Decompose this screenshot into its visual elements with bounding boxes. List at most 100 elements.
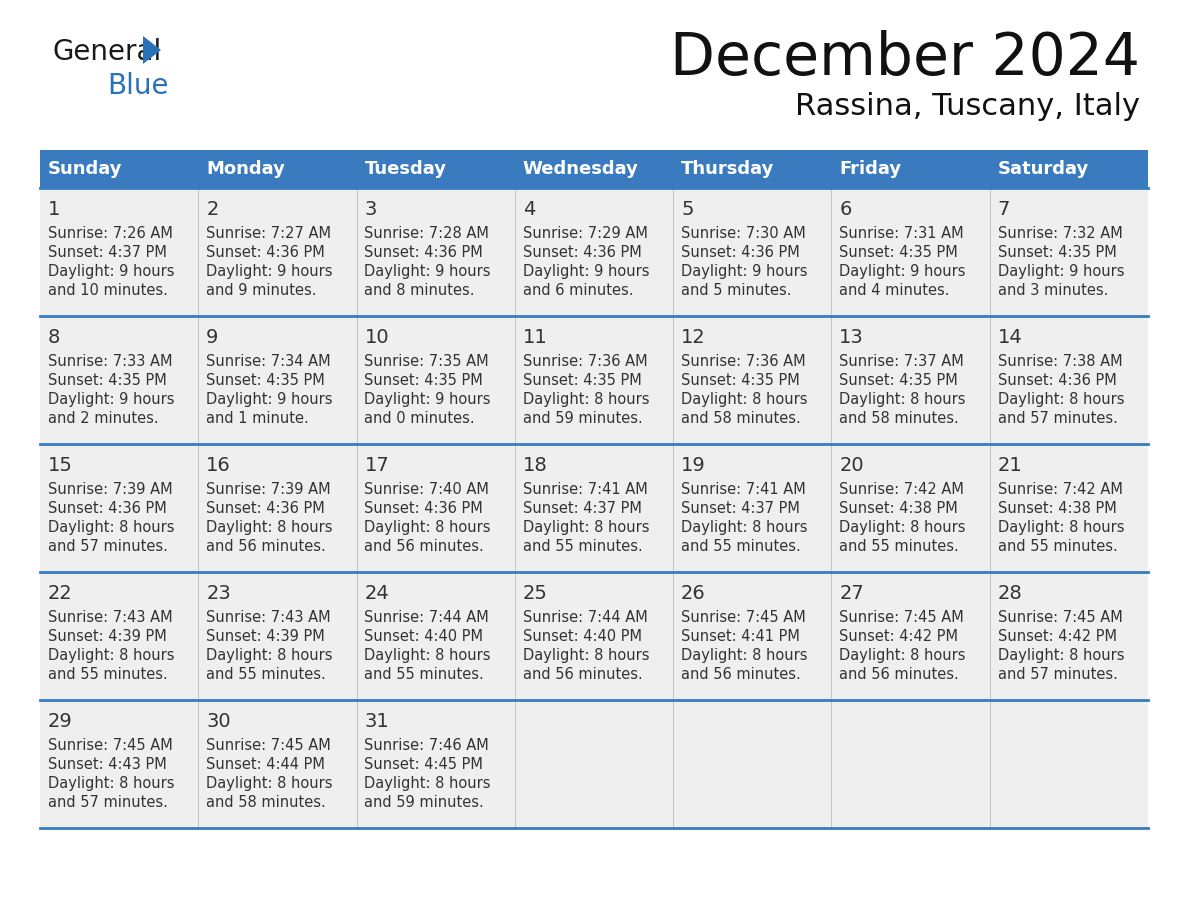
Text: General: General [52,38,162,66]
Text: and 58 minutes.: and 58 minutes. [681,411,801,426]
Text: Rassina, Tuscany, Italy: Rassina, Tuscany, Italy [795,92,1140,121]
Text: and 56 minutes.: and 56 minutes. [840,667,959,682]
Text: Sunset: 4:38 PM: Sunset: 4:38 PM [840,501,958,516]
Text: Daylight: 9 hours: Daylight: 9 hours [998,264,1124,279]
Text: Sunset: 4:37 PM: Sunset: 4:37 PM [681,501,800,516]
Text: 18: 18 [523,456,548,475]
Text: Sunrise: 7:42 AM: Sunrise: 7:42 AM [840,482,965,497]
Text: Sunset: 4:35 PM: Sunset: 4:35 PM [998,245,1117,260]
Text: and 6 minutes.: and 6 minutes. [523,283,633,298]
Text: 17: 17 [365,456,390,475]
Text: Daylight: 8 hours: Daylight: 8 hours [681,392,808,407]
Bar [674,150,832,188]
Bar [40,316,1148,444]
Text: Sunset: 4:37 PM: Sunset: 4:37 PM [523,501,642,516]
Text: Daylight: 9 hours: Daylight: 9 hours [207,264,333,279]
Text: Sunset: 4:38 PM: Sunset: 4:38 PM [998,501,1117,516]
Text: and 57 minutes.: and 57 minutes. [48,795,168,810]
Text: Daylight: 8 hours: Daylight: 8 hours [207,776,333,791]
Text: Tuesday: Tuesday [365,160,447,178]
Text: and 56 minutes.: and 56 minutes. [207,539,326,554]
Text: Sunrise: 7:44 AM: Sunrise: 7:44 AM [523,610,647,625]
Bar [40,150,198,188]
Text: and 55 minutes.: and 55 minutes. [365,667,485,682]
Text: 24: 24 [365,584,390,603]
Text: and 0 minutes.: and 0 minutes. [365,411,475,426]
Text: Daylight: 9 hours: Daylight: 9 hours [523,264,650,279]
Text: Daylight: 8 hours: Daylight: 8 hours [840,520,966,535]
Text: 27: 27 [840,584,864,603]
Text: Daylight: 8 hours: Daylight: 8 hours [998,648,1124,663]
Text: and 3 minutes.: and 3 minutes. [998,283,1108,298]
Text: Daylight: 8 hours: Daylight: 8 hours [48,648,175,663]
Text: 10: 10 [365,328,390,347]
Bar [40,572,1148,700]
Text: 8: 8 [48,328,61,347]
Text: Daylight: 8 hours: Daylight: 8 hours [840,648,966,663]
Text: 4: 4 [523,200,535,219]
Text: Monday: Monday [207,160,285,178]
Text: 20: 20 [840,456,864,475]
Text: Sunset: 4:44 PM: Sunset: 4:44 PM [207,757,326,772]
Text: and 55 minutes.: and 55 minutes. [998,539,1118,554]
Text: 21: 21 [998,456,1023,475]
Text: Sunrise: 7:45 AM: Sunrise: 7:45 AM [840,610,965,625]
Text: Sunrise: 7:45 AM: Sunrise: 7:45 AM [48,738,172,753]
Text: Daylight: 8 hours: Daylight: 8 hours [365,776,491,791]
Bar [198,150,356,188]
Text: Sunset: 4:35 PM: Sunset: 4:35 PM [207,373,326,388]
Text: Sunrise: 7:41 AM: Sunrise: 7:41 AM [523,482,647,497]
Text: Sunset: 4:36 PM: Sunset: 4:36 PM [998,373,1117,388]
Text: Sunrise: 7:37 AM: Sunrise: 7:37 AM [840,354,965,369]
Text: Sunrise: 7:40 AM: Sunrise: 7:40 AM [365,482,489,497]
Text: Daylight: 9 hours: Daylight: 9 hours [681,264,808,279]
Text: Sunset: 4:43 PM: Sunset: 4:43 PM [48,757,166,772]
Text: Sunrise: 7:28 AM: Sunrise: 7:28 AM [365,226,489,241]
Text: and 2 minutes.: and 2 minutes. [48,411,158,426]
Text: Sunrise: 7:41 AM: Sunrise: 7:41 AM [681,482,805,497]
Text: 19: 19 [681,456,706,475]
Text: and 55 minutes.: and 55 minutes. [840,539,959,554]
Text: Sunrise: 7:33 AM: Sunrise: 7:33 AM [48,354,172,369]
Text: 22: 22 [48,584,72,603]
Text: Daylight: 8 hours: Daylight: 8 hours [48,520,175,535]
Text: and 4 minutes.: and 4 minutes. [840,283,950,298]
Text: Sunrise: 7:30 AM: Sunrise: 7:30 AM [681,226,805,241]
Text: Friday: Friday [840,160,902,178]
Text: 12: 12 [681,328,706,347]
Text: 14: 14 [998,328,1023,347]
Text: Sunrise: 7:38 AM: Sunrise: 7:38 AM [998,354,1123,369]
Text: Sunset: 4:41 PM: Sunset: 4:41 PM [681,629,800,644]
Text: Daylight: 8 hours: Daylight: 8 hours [681,520,808,535]
Text: Daylight: 8 hours: Daylight: 8 hours [365,648,491,663]
Text: Sunset: 4:42 PM: Sunset: 4:42 PM [998,629,1117,644]
Text: Sunrise: 7:43 AM: Sunrise: 7:43 AM [207,610,330,625]
Text: Sunrise: 7:27 AM: Sunrise: 7:27 AM [207,226,331,241]
Text: and 59 minutes.: and 59 minutes. [523,411,643,426]
Text: and 55 minutes.: and 55 minutes. [681,539,801,554]
Text: Sunset: 4:35 PM: Sunset: 4:35 PM [523,373,642,388]
Text: Sunset: 4:42 PM: Sunset: 4:42 PM [840,629,959,644]
Text: Sunrise: 7:39 AM: Sunrise: 7:39 AM [48,482,172,497]
Text: and 55 minutes.: and 55 minutes. [523,539,643,554]
Text: Sunset: 4:36 PM: Sunset: 4:36 PM [365,501,484,516]
Text: Sunset: 4:40 PM: Sunset: 4:40 PM [365,629,484,644]
Text: and 57 minutes.: and 57 minutes. [48,539,168,554]
Text: Sunset: 4:35 PM: Sunset: 4:35 PM [365,373,484,388]
Text: Daylight: 9 hours: Daylight: 9 hours [840,264,966,279]
Text: Sunrise: 7:31 AM: Sunrise: 7:31 AM [840,226,963,241]
Text: Daylight: 9 hours: Daylight: 9 hours [365,392,491,407]
Text: and 9 minutes.: and 9 minutes. [207,283,317,298]
Text: Daylight: 9 hours: Daylight: 9 hours [207,392,333,407]
Text: Sunrise: 7:45 AM: Sunrise: 7:45 AM [681,610,805,625]
Text: Daylight: 9 hours: Daylight: 9 hours [365,264,491,279]
Text: Daylight: 8 hours: Daylight: 8 hours [207,648,333,663]
Text: and 56 minutes.: and 56 minutes. [523,667,643,682]
Text: and 1 minute.: and 1 minute. [207,411,309,426]
Text: Daylight: 8 hours: Daylight: 8 hours [840,392,966,407]
Text: Sunrise: 7:39 AM: Sunrise: 7:39 AM [207,482,330,497]
Text: Sunset: 4:37 PM: Sunset: 4:37 PM [48,245,166,260]
Bar [40,188,1148,316]
Text: Daylight: 8 hours: Daylight: 8 hours [207,520,333,535]
Text: and 10 minutes.: and 10 minutes. [48,283,168,298]
